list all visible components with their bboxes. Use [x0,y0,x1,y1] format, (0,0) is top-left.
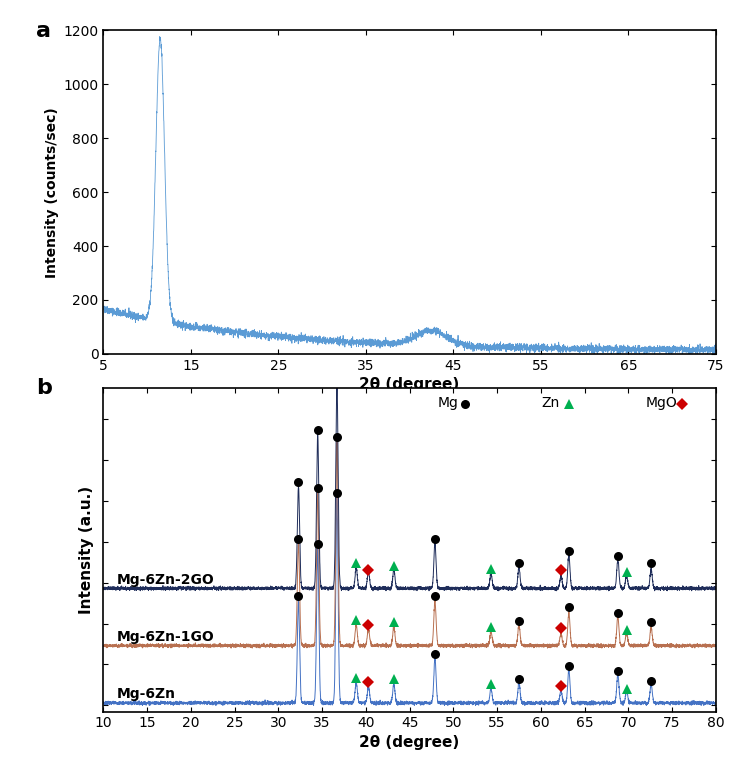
Y-axis label: Intensity (a.u.): Intensity (a.u.) [79,486,94,614]
Text: MgO: MgO [646,396,677,410]
Text: Mg-6Zn-1GO: Mg-6Zn-1GO [117,630,214,644]
Text: b: b [36,378,52,399]
Text: Mg-6Zn: Mg-6Zn [117,687,176,701]
Text: a: a [36,21,51,41]
X-axis label: 2θ (degree): 2θ (degree) [359,734,460,750]
X-axis label: 2θ (degree): 2θ (degree) [359,377,460,392]
Text: Mg: Mg [437,396,458,410]
Text: Mg-6Zn-2GO: Mg-6Zn-2GO [117,572,214,587]
Text: Zn: Zn [541,396,559,410]
Y-axis label: Intensity (counts/sec): Intensity (counts/sec) [45,107,59,278]
